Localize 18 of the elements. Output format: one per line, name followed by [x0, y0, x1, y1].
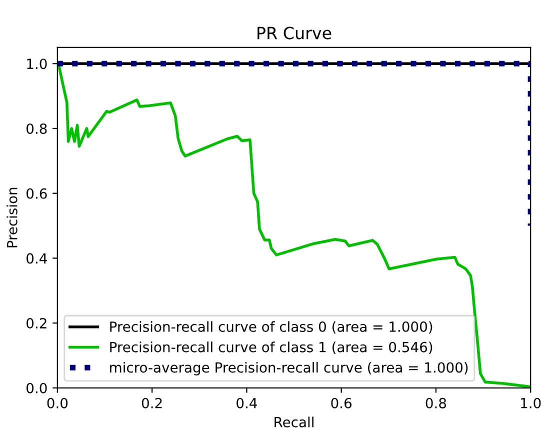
legend-label: Precision-recall curve of class 1 (area = 0.546) — [110, 342, 432, 354]
y-tick-label: 0.8 — [26, 123, 47, 134]
legend-label: micro-average Precision-recall curve (area = 1.000) — [110, 362, 468, 376]
x-tick-label: 0.8 — [426, 398, 446, 408]
legend-label: Precision-recall curve of class 0 (area = 1.000) — [110, 321, 432, 334]
x-tick-label: 0.2 — [142, 398, 162, 408]
y-tick-label: 0.2 — [26, 318, 46, 329]
y-axis-title: Precision — [6, 188, 18, 248]
x-axis-title: Recall — [274, 416, 314, 428]
x-tick-label: 0.6 — [331, 398, 352, 408]
y-tick-label: 1.0 — [27, 58, 47, 70]
x-tick-label: 0.4 — [236, 398, 257, 408]
x-tick-label: 1.0 — [521, 398, 541, 408]
y-tick-label: 0.4 — [26, 253, 47, 264]
y-tick-label: 0.0 — [26, 382, 47, 394]
chart-title: PR Curve — [258, 26, 332, 40]
y-tick-label: 0.6 — [26, 188, 47, 199]
x-tick-label: 0.0 — [47, 398, 68, 408]
